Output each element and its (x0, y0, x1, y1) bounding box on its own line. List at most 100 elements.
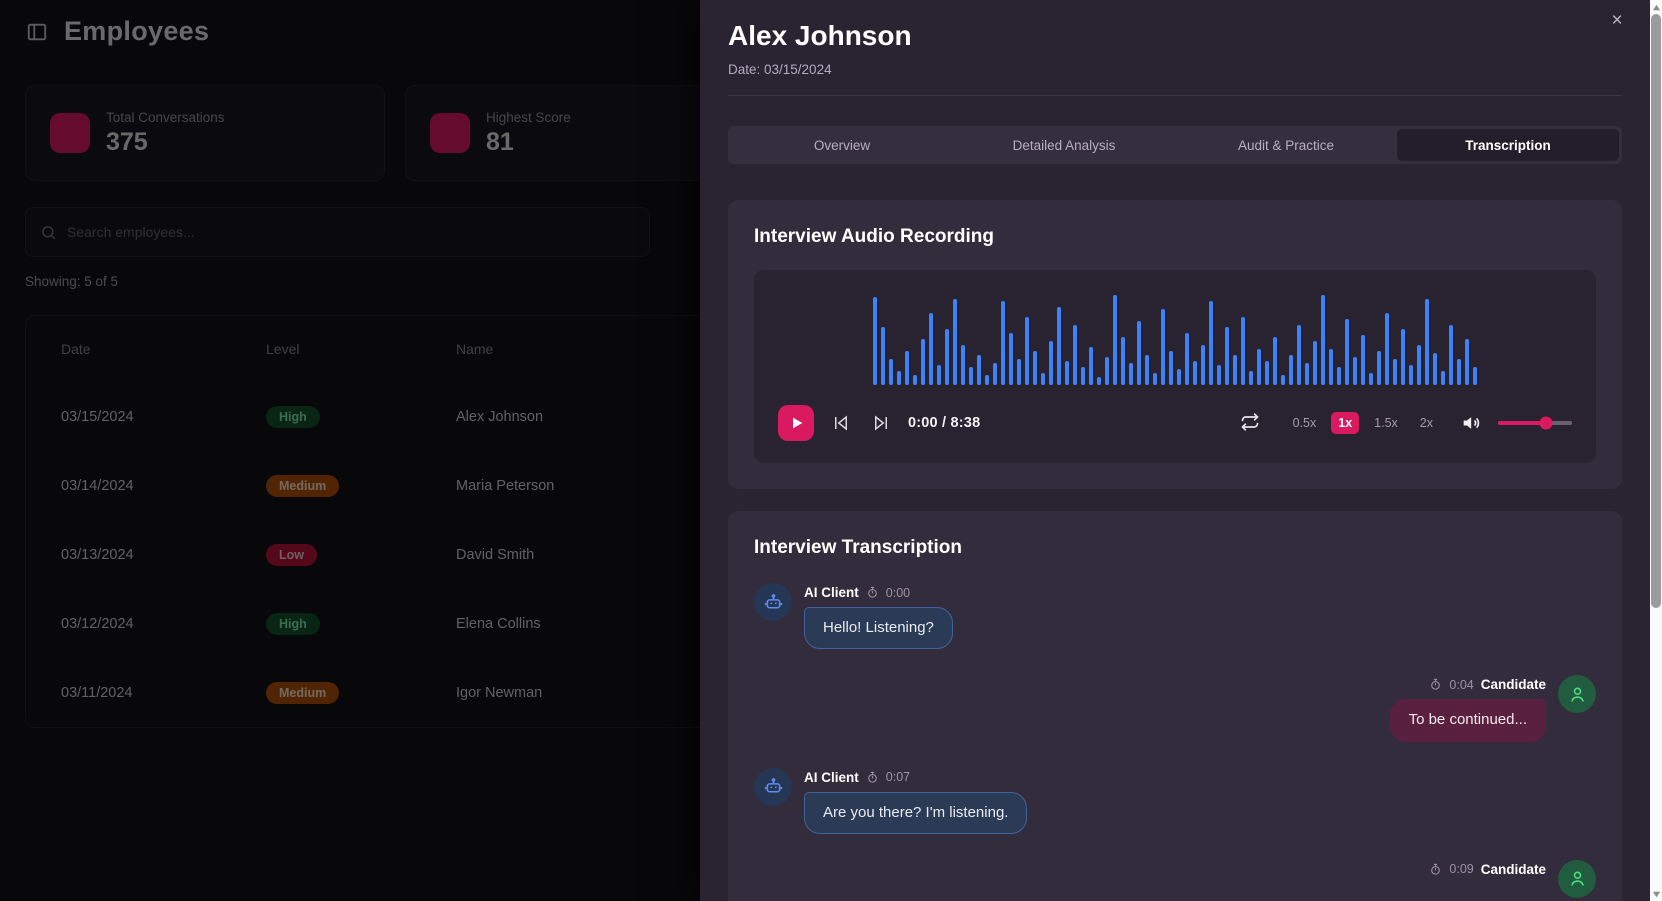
scrollbar-up-arrow[interactable] (1650, 0, 1662, 14)
skip-back-icon (835, 415, 847, 431)
tab-audit-practice[interactable]: Audit & Practice (1237, 137, 1335, 153)
volume-slider[interactable] (1498, 416, 1572, 430)
tab-detailed-analysis[interactable]: Detailed Analysis (1012, 137, 1116, 153)
message-meta: 0:04 Candidate (1429, 677, 1546, 692)
message-time: 0:07 (885, 770, 911, 784)
speaker-name: Candidate (1480, 861, 1546, 877)
waveform-bar (1049, 341, 1053, 385)
close-icon[interactable]: × (1606, 10, 1628, 32)
audio-recording-card: Interview Audio Recording 0:00 / 8:38 (728, 200, 1622, 489)
waveform-bar (1465, 339, 1469, 385)
message-time: 0:04 (1449, 677, 1474, 692)
speed-option-1x[interactable]: 1x (1331, 412, 1360, 434)
waveform-bar (969, 367, 973, 385)
waveform-bar (1393, 359, 1397, 385)
message-bubble: Are you there? I'm listening. (804, 791, 1028, 834)
waveform-bar (1305, 363, 1309, 385)
waveform-bar (1265, 361, 1269, 385)
skip-back-button[interactable] (828, 410, 854, 436)
waveform-bar (1321, 295, 1325, 385)
message-time: 0:00 (885, 585, 911, 600)
waveform-bar (1129, 363, 1133, 385)
clock-icon (866, 586, 879, 599)
message-meta: AI Client 0:07 (804, 770, 1027, 785)
waveform-bar (1361, 335, 1365, 385)
waveform-bar (1257, 349, 1261, 385)
waveform-bar (1089, 347, 1093, 385)
waveform-bar (1249, 371, 1253, 385)
waveform-bar (1201, 345, 1205, 385)
waveform-bar (889, 359, 893, 385)
waveform-bar (1209, 301, 1213, 385)
volume-thumb[interactable] (1539, 416, 1553, 430)
tab-overview[interactable]: Overview (813, 137, 871, 153)
speed-option-0-5x[interactable]: 0.5x (1292, 416, 1317, 430)
speaker-name: Candidate (1480, 677, 1546, 693)
waveform-bar (1425, 299, 1429, 385)
waveform-bar (1217, 365, 1221, 385)
speed-option-2x[interactable]: 2x (1419, 416, 1433, 430)
message-right: 0:09 Candidate (754, 859, 1596, 898)
robot-avatar-icon (754, 583, 792, 621)
waveform-bar (1193, 361, 1197, 385)
player-controls-right: 0.5x 1x 1.5x 2x (1238, 411, 1572, 435)
waveform-bar (1377, 351, 1381, 385)
waveform-bar (1313, 341, 1317, 385)
waveform-bar (1401, 329, 1405, 385)
message-bubble: Hello! Listening? (804, 607, 953, 650)
waveform-bar (1241, 317, 1245, 385)
waveform-bar (1057, 307, 1061, 385)
waveform-bar (977, 355, 981, 385)
waveform-bar (1449, 325, 1453, 385)
waveform-bar (1177, 369, 1181, 385)
employee-name-title: Alex Johnson (728, 20, 912, 51)
waveform-bar (1113, 295, 1117, 385)
waveform-bar (1009, 333, 1013, 385)
waveform-bar (961, 345, 965, 385)
waveform-bar (1441, 371, 1445, 385)
scrollbar-down-arrow[interactable] (1650, 887, 1662, 901)
volume-fill (1498, 421, 1547, 425)
speed-option-1-5x[interactable]: 1.5x (1374, 416, 1398, 430)
speed-options: 0.5x 1x 1.5x 2x (1286, 412, 1440, 434)
message-meta: AI Client 0:00 (804, 585, 953, 600)
waveform-bar (993, 363, 997, 385)
waveform-bar (1161, 309, 1165, 385)
waveform-bar (1473, 367, 1477, 385)
play-button[interactable] (778, 405, 814, 441)
repeat-button[interactable] (1238, 411, 1262, 435)
message-content: AI Client 0:07 Are you there? I'm listenin… (804, 768, 1028, 834)
waveform-bar (913, 375, 917, 385)
message-time: 0:09 (1449, 862, 1474, 877)
waveform-bar (1073, 325, 1077, 385)
employee-date: Date: 03/15/2024 (728, 62, 1622, 96)
repeat-icon (1240, 412, 1259, 431)
message-left: AI Client 0:07 Are you there? I'm listenin… (754, 767, 1596, 834)
volume-icon[interactable] (1462, 413, 1482, 433)
skip-forward-button[interactable] (868, 410, 894, 436)
waveform-bar (1137, 321, 1141, 385)
speaker-name: AI Client (804, 585, 859, 600)
employee-detail-modal: × Alex Johnson Date: 03/15/2024 Overview… (700, 0, 1650, 901)
player-controls: 0:00 / 8:38 0.5x 1x 1.5x 2x (778, 405, 1572, 441)
waveform-bar (929, 313, 933, 385)
waveform-bar (905, 351, 909, 385)
audio-card-title: Interview Audio Recording (754, 226, 994, 247)
waveform-bar (1289, 355, 1293, 385)
speaker-name: AI Client (804, 769, 859, 785)
waveform-bar (953, 299, 957, 385)
waveform-bar (921, 339, 925, 385)
message-left: AI Client 0:00 Hello! Listening? (754, 583, 1596, 650)
scrollbar-thumb[interactable] (1651, 14, 1661, 608)
waveform-bar (1409, 365, 1413, 385)
play-icon (793, 417, 803, 429)
scrollbar[interactable] (1650, 0, 1662, 901)
messages-list: AI Client 0:00 Hello! Listening? 0:04 Candid… (754, 583, 1596, 898)
clock-icon (866, 771, 879, 784)
waveform-bar (1337, 367, 1341, 385)
message-meta: 0:09 Candidate (1429, 862, 1546, 877)
person-avatar-icon (1558, 859, 1596, 898)
waveform[interactable] (778, 290, 1572, 385)
tab-transcription[interactable]: Transcription (1397, 129, 1619, 161)
waveform-bar (1121, 337, 1125, 385)
